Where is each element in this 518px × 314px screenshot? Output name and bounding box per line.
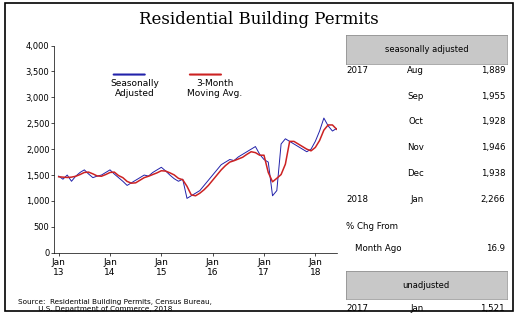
Text: % Chg From: % Chg From <box>346 222 398 231</box>
Text: seasonally adjusted: seasonally adjusted <box>384 45 468 54</box>
Text: Jan: Jan <box>410 195 424 204</box>
Text: Oct: Oct <box>409 117 424 127</box>
Text: 2018: 2018 <box>346 195 368 204</box>
Text: Dec: Dec <box>407 169 424 178</box>
Text: Nov: Nov <box>407 143 424 152</box>
Text: Sep: Sep <box>407 92 424 101</box>
Text: Seasonally
Adjusted: Seasonally Adjusted <box>111 79 160 98</box>
Text: 1,521: 1,521 <box>480 304 505 313</box>
Text: 2017: 2017 <box>346 304 368 313</box>
Text: 1,928: 1,928 <box>481 117 505 127</box>
Text: 1,955: 1,955 <box>481 92 505 101</box>
Text: 3-Month
Moving Avg.: 3-Month Moving Avg. <box>187 79 242 98</box>
Text: Residential Building Permits: Residential Building Permits <box>139 11 379 28</box>
Text: 1,946: 1,946 <box>481 143 505 152</box>
Text: 1,938: 1,938 <box>481 169 505 178</box>
Text: Source:  Residential Building Permits, Census Bureau,
         U.S. Department o: Source: Residential Building Permits, Ce… <box>18 300 212 312</box>
Text: 2017: 2017 <box>346 66 368 75</box>
Text: 16.9: 16.9 <box>486 244 505 253</box>
Text: Aug: Aug <box>407 66 424 75</box>
Text: unadjusted: unadjusted <box>402 280 450 290</box>
Text: 1,889: 1,889 <box>481 66 505 75</box>
Text: 2,266: 2,266 <box>480 195 505 204</box>
Text: Jan: Jan <box>410 304 424 313</box>
Text: Month Ago: Month Ago <box>355 244 402 253</box>
